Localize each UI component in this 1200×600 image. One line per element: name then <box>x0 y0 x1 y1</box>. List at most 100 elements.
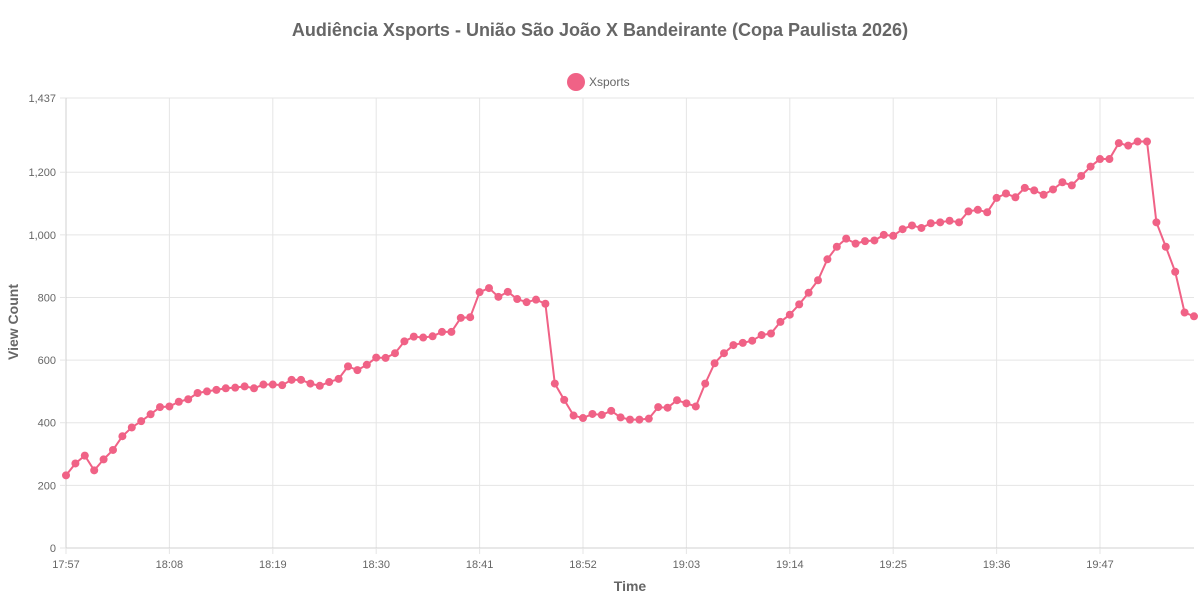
data-point[interactable] <box>720 349 728 358</box>
data-point[interactable] <box>494 292 503 301</box>
data-point[interactable] <box>842 234 851 243</box>
data-point[interactable] <box>1049 185 1057 194</box>
data-point[interactable] <box>785 310 794 319</box>
data-point[interactable] <box>193 388 202 397</box>
data-point[interactable] <box>391 349 399 358</box>
data-point[interactable] <box>738 338 747 347</box>
data-point[interactable] <box>898 225 907 234</box>
data-point[interactable] <box>1133 137 1142 146</box>
data-point[interactable] <box>353 366 362 375</box>
data-point[interactable] <box>522 298 531 307</box>
data-point[interactable] <box>231 383 240 392</box>
data-point[interactable] <box>550 379 559 388</box>
data-point[interactable] <box>1030 186 1039 195</box>
data-point[interactable] <box>1152 218 1161 227</box>
data-point[interactable] <box>71 459 80 468</box>
data-point[interactable] <box>184 395 193 404</box>
data-point[interactable] <box>419 333 428 342</box>
data-point[interactable] <box>823 255 832 264</box>
data-point[interactable] <box>268 380 277 389</box>
data-point[interactable] <box>62 471 70 480</box>
data-point[interactable] <box>203 387 211 396</box>
data-point[interactable] <box>1180 308 1189 317</box>
data-point[interactable] <box>400 337 409 346</box>
data-point[interactable] <box>1114 139 1123 148</box>
data-point[interactable] <box>654 403 663 412</box>
data-point[interactable] <box>973 205 982 214</box>
data-point[interactable] <box>729 341 738 350</box>
data-point[interactable] <box>1011 193 1020 202</box>
data-point[interactable] <box>804 288 813 297</box>
data-point[interactable] <box>861 237 869 246</box>
data-point[interactable] <box>964 207 973 216</box>
data-point[interactable] <box>334 374 343 383</box>
data-point[interactable] <box>832 242 841 251</box>
data-point[interactable] <box>889 231 898 240</box>
data-point[interactable] <box>870 236 879 245</box>
data-point[interactable] <box>118 432 127 441</box>
data-point[interactable] <box>221 384 230 393</box>
data-point[interactable] <box>1020 183 1029 192</box>
data-point[interactable] <box>992 193 1001 202</box>
data-point[interactable] <box>748 336 757 345</box>
data-point[interactable] <box>137 417 146 426</box>
data-point[interactable] <box>212 385 221 394</box>
data-point[interactable] <box>503 287 512 296</box>
data-point[interactable] <box>362 360 371 369</box>
data-point[interactable] <box>447 327 456 336</box>
data-point[interactable] <box>1039 190 1048 199</box>
data-point[interactable] <box>278 381 287 390</box>
data-point[interactable] <box>879 230 888 239</box>
data-point[interactable] <box>409 332 418 341</box>
data-point[interactable] <box>532 295 540 304</box>
data-point[interactable] <box>560 395 569 404</box>
data-point[interactable] <box>588 409 597 418</box>
data-point[interactable] <box>917 223 926 232</box>
data-point[interactable] <box>240 382 249 391</box>
data-point[interactable] <box>757 331 766 340</box>
data-point[interactable] <box>701 379 710 388</box>
data-point[interactable] <box>955 218 963 227</box>
data-point[interactable] <box>1067 181 1076 190</box>
legend[interactable]: Xsports <box>567 73 630 91</box>
data-point[interactable] <box>109 445 117 454</box>
data-point[interactable] <box>607 406 616 415</box>
data-point[interactable] <box>325 378 334 387</box>
data-point[interactable] <box>663 403 672 412</box>
data-point[interactable] <box>579 414 587 423</box>
data-point[interactable] <box>1105 155 1114 164</box>
data-point[interactable] <box>456 313 465 322</box>
data-point[interactable] <box>174 397 183 406</box>
data-point[interactable] <box>1086 162 1095 171</box>
data-point[interactable] <box>673 396 681 405</box>
data-point[interactable] <box>165 402 174 411</box>
data-point[interactable] <box>1143 137 1151 146</box>
data-point[interactable] <box>1190 312 1198 321</box>
data-point[interactable] <box>541 299 550 308</box>
data-point[interactable] <box>776 317 785 326</box>
data-point[interactable] <box>1096 155 1104 164</box>
data-point[interactable] <box>80 451 89 460</box>
data-point[interactable] <box>635 415 644 424</box>
data-point[interactable] <box>616 413 625 422</box>
data-point[interactable] <box>1058 178 1067 187</box>
data-point[interactable] <box>569 411 578 420</box>
data-point[interactable] <box>710 359 719 368</box>
data-point[interactable] <box>485 284 493 293</box>
data-point[interactable] <box>146 410 155 419</box>
data-point[interactable] <box>945 216 954 225</box>
data-point[interactable] <box>644 414 653 423</box>
data-point[interactable] <box>428 332 437 341</box>
data-point[interactable] <box>250 384 258 393</box>
data-point[interactable] <box>936 218 945 227</box>
data-point[interactable] <box>297 375 305 384</box>
data-point[interactable] <box>1124 141 1133 150</box>
data-point[interactable] <box>315 381 324 390</box>
data-point[interactable] <box>306 379 315 388</box>
data-point[interactable] <box>99 455 108 464</box>
data-point[interactable] <box>381 353 390 362</box>
data-point[interactable] <box>983 208 992 217</box>
data-point[interactable] <box>814 276 822 285</box>
data-point[interactable] <box>1077 171 1086 180</box>
data-point[interactable] <box>438 327 446 336</box>
